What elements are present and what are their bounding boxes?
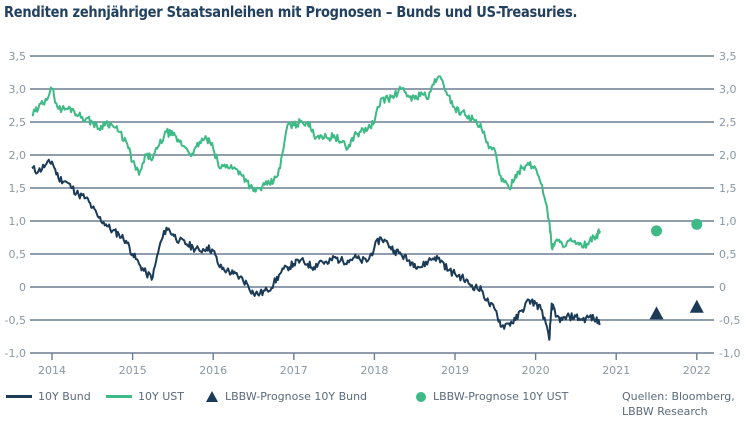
legend-label: LBBW-Prognose 10Y UST: [433, 390, 569, 403]
y-tick-label-right: -0,5: [719, 314, 740, 327]
triangle-marker-icon: [206, 391, 218, 402]
x-tick-label: 2020: [522, 364, 550, 377]
legend-item-ust-forecast: LBBW-Prognose 10Y UST: [416, 390, 568, 403]
legend-label: 10Y Bund: [38, 390, 91, 403]
forecast-marker-ust: [691, 218, 703, 230]
forecast-marker-ust: [651, 225, 662, 237]
x-tick-label: 2022: [683, 364, 711, 377]
x-tick-label: 2015: [119, 364, 147, 377]
x-tick-label: 2021: [602, 364, 630, 377]
y-tick-label-left: 0: [19, 281, 26, 294]
series-line-bund: [31, 158, 601, 341]
y-tick-label-left: 2,0: [9, 149, 27, 162]
forecast-marker-bund: [649, 306, 664, 320]
gridlines: [30, 55, 714, 354]
x-tick-label: 2016: [199, 364, 227, 377]
y-tick-label-right: 1,0: [719, 215, 737, 228]
legend-item-bund-forecast: LBBW-Prognose 10Y Bund: [206, 390, 367, 403]
source-line-1: Quellen: Bloomberg,: [622, 390, 735, 403]
y-tick-label-left: 2,5: [9, 116, 27, 129]
chart-title: Renditen zehnjähriger Staatsanleihen mit…: [4, 3, 578, 21]
y-tick-label-left: 3,5: [9, 50, 27, 63]
y-tick-label-right: -1,0: [719, 347, 740, 360]
source-line-2: LBBW Research: [622, 405, 708, 418]
y-tick-label-left: 0,5: [9, 248, 27, 261]
forecast-marker-bund: [689, 299, 704, 313]
y-tick-label-right: 3,0: [719, 83, 737, 96]
y-tick-label-left: 3,0: [9, 83, 27, 96]
y-tick-label-right: 1,5: [719, 182, 737, 195]
ust-line-swatch-icon: [106, 395, 132, 398]
legend-label: LBBW-Prognose 10Y Bund: [225, 390, 368, 403]
y-tick-label-right: 3,5: [719, 50, 737, 63]
source-note: Quellen: Bloomberg, LBBW Research: [622, 389, 735, 419]
series-lines: [31, 75, 602, 341]
x-axis: 2014 2015 2016 2017 2018 2019 2020 2021 2022: [38, 353, 711, 377]
x-tick-label: 2014: [38, 364, 66, 377]
y-tick-label-left: -1,0: [5, 347, 26, 360]
legend-item-ust: 10Y UST: [106, 390, 184, 403]
series-line-ust: [31, 75, 602, 251]
y-tick-label-right: 2,0: [719, 149, 737, 162]
y-tick-label-right: 0: [719, 281, 726, 294]
bund-line-swatch-icon: [6, 395, 32, 398]
y-tick-label-right: 2,5: [719, 116, 737, 129]
forecast-markers: [649, 218, 704, 320]
legend-item-bund: 10Y Bund: [6, 390, 91, 403]
y-tick-label-right: 0,5: [719, 248, 737, 261]
x-tick-label: 2019: [441, 364, 469, 377]
x-tick-label: 2017: [280, 364, 308, 377]
legend-label: 10Y UST: [138, 390, 184, 403]
y-tick-label-left: 1,5: [9, 182, 27, 195]
y-tick-label-left: -0,5: [5, 314, 26, 327]
y-tick-label-left: 1,0: [9, 215, 27, 228]
y-axis-right: 3,5 3,0 2,5 2,0 1,5 1,0 0,5 0 -0,5 -1,0: [719, 50, 740, 360]
y-axis-left: 3,5 3,0 2,5 2,0 1,5 1,0 0,5 0 -0,5 -1,0: [5, 50, 26, 360]
circle-marker-icon: [416, 391, 426, 402]
x-tick-label: 2018: [360, 364, 388, 377]
